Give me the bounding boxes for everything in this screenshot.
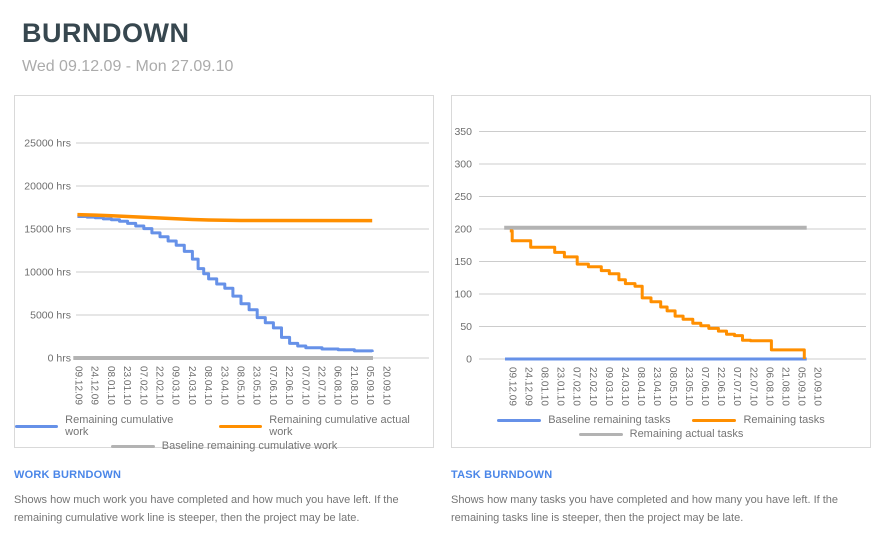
page-title: BURNDOWN (22, 18, 190, 48)
x-axis-label: 23.05.10 (683, 367, 694, 406)
task-burndown-chart: 0 50 100 150 200 250 300 350 09.12.09 24.12.09 08.… (454, 126, 866, 406)
legend-label: Baseline remaining cumulative work (161, 440, 338, 452)
legend-label: Remaining actual tasks (629, 428, 744, 440)
x-axis-label: 09.03.10 (603, 367, 614, 406)
x-axis-label: 20.09.10 (811, 367, 822, 406)
y-axis-label: 200 (454, 224, 472, 236)
y-axis-label: 250 (454, 191, 472, 203)
legend-row: Baseline remaining tasks Remaining tasks (497, 414, 825, 426)
x-axis-label: 22.02.10 (587, 367, 598, 406)
legend-swatch (578, 432, 623, 436)
x-axis-label: 23.01.10 (121, 366, 132, 405)
legend-swatch (219, 424, 263, 428)
y-axis-label: 0 hrs (48, 353, 71, 365)
x-axis-label: 08.04.10 (202, 366, 213, 405)
x-axis-label: 23.05.10 (251, 366, 262, 405)
report-date-range: Wed 09.12.09 - Mon 27.09.10 (22, 58, 234, 75)
legend-swatch (692, 418, 737, 422)
x-axis-label: 07.07.10 (731, 367, 742, 406)
work-burndown-caption-heading: WORK BURNDOWN (14, 469, 122, 481)
y-axis-label: 300 (454, 159, 472, 171)
x-axis-label: 24.03.10 (186, 366, 197, 405)
x-axis-label: 08.01.10 (539, 367, 550, 406)
x-axis-label: 23.04.10 (218, 366, 229, 405)
x-axis-label: 09.03.10 (170, 366, 181, 405)
x-axis-label: 22.06.10 (715, 367, 726, 406)
x-axis-label: 22.07.10 (747, 367, 758, 406)
x-axis-label: 08.01.10 (105, 366, 116, 405)
x-axis-label: 24.03.10 (619, 367, 630, 406)
series-remaining-cumulative-actual-work (77, 212, 373, 223)
legend-row: Remaining actual tasks (578, 428, 744, 440)
legend-swatch (15, 424, 59, 428)
legend-item-baseline-remaining-cumulative-work: Baseline remaining cumulative work (110, 440, 338, 452)
y-axis-label: 10000 hrs (24, 267, 71, 279)
work-burndown-panel: 0 hrs 5000 hrs 10000 hrs 15000 hrs 20000 hrs… (14, 95, 434, 452)
legend-label: Remaining cumulative work (65, 414, 174, 438)
x-axis-label: 22.06.10 (283, 366, 294, 405)
x-axis-label: 22.02.10 (154, 366, 165, 405)
task-burndown-caption: TASK BURNDOWN Shows how many tasks you h… (451, 469, 871, 527)
y-axis-label: 100 (454, 289, 472, 301)
x-axis-label: 21.08.10 (779, 367, 790, 406)
legend-row: Remaining cumulative work Remaining cumul… (15, 414, 433, 438)
x-axis-label: 22.07.10 (316, 366, 327, 405)
legend-label: Remaining cumulative actual work (269, 414, 410, 438)
x-axis-label: 09.12.09 (507, 367, 518, 406)
y-axis-label: 25000 hrs (24, 138, 71, 150)
work-burndown-caption-text: Shows how much work you have completed a… (14, 494, 399, 524)
task-burndown-caption-text: Shows how many tasks you have completed … (451, 494, 839, 524)
legend-item-remaining-cumulative-actual-work: Remaining cumulative actual work (219, 414, 433, 438)
work-burndown-legend: Remaining cumulative work Remaining cumul… (15, 414, 433, 452)
task-burndown-caption-heading: TASK BURNDOWN (451, 469, 553, 481)
legend-item-remaining-tasks: Remaining tasks (692, 414, 825, 426)
x-axis-label: 07.02.10 (571, 367, 582, 406)
y-axis-label: 5000 hrs (30, 310, 71, 322)
report-header: BURNDOWN Wed 09.12.09 - Mon 27.09.10 (22, 18, 871, 76)
legend-item-baseline-remaining-tasks: Baseline remaining tasks (497, 414, 670, 426)
charts-row: 0 hrs 5000 hrs 10000 hrs 15000 hrs 20000 hrs… (14, 95, 871, 452)
x-axis-label: 23.04.10 (651, 367, 662, 406)
work-burndown-chart: 0 hrs 5000 hrs 10000 hrs 15000 hrs 20000 hrs… (24, 138, 429, 405)
x-axis-label: 24.12.09 (89, 366, 100, 405)
task-burndown-panel: 0 50 100 150 200 250 300 350 09.12.09 24.12.09 08.… (451, 95, 871, 448)
x-axis-label: 07.06.10 (267, 366, 278, 405)
x-axis-label: 08.04.10 (635, 367, 646, 406)
y-axis-label: 20000 hrs (24, 181, 71, 193)
series-remaining-cumulative-work (77, 215, 374, 353)
work-burndown-caption: WORK BURNDOWN Shows how much work you ha… (14, 469, 434, 527)
legend-item-remaining-actual-tasks: Remaining actual tasks (578, 428, 744, 440)
x-axis-label: 24.12.09 (523, 367, 534, 406)
x-axis-label: 07.06.10 (699, 367, 710, 406)
captions-row: WORK BURNDOWN Shows how much work you ha… (14, 469, 871, 527)
y-axis-label: 15000 hrs (24, 224, 71, 236)
x-axis-label: 06.08.10 (763, 367, 774, 406)
y-axis-label: 50 (460, 321, 472, 333)
y-axis-label: 0 (466, 354, 472, 366)
x-axis-label: 08.05.10 (667, 367, 678, 406)
x-axis-label: 05.09.10 (364, 366, 375, 405)
x-axis-label: 07.07.10 (299, 366, 310, 405)
legend-row: Baseline remaining cumulative work (110, 440, 338, 452)
x-axis-label: 05.09.10 (795, 367, 806, 406)
x-axis-label: 21.08.10 (348, 366, 359, 405)
x-axis-label: 09.12.09 (73, 366, 84, 405)
x-axis-label: 08.05.10 (235, 366, 246, 405)
y-axis-label: 350 (454, 126, 472, 138)
legend-swatch (110, 444, 155, 448)
y-axis-label: 150 (454, 256, 472, 268)
legend-item-remaining-cumulative-work: Remaining cumulative work (15, 414, 197, 438)
legend-swatch (497, 418, 542, 422)
x-axis-label: 20.09.10 (380, 366, 391, 405)
legend-label: Baseline remaining tasks (548, 414, 671, 426)
legend-label: Remaining tasks (743, 414, 825, 426)
x-axis-label: 23.01.10 (555, 367, 566, 406)
x-axis-label: 06.08.10 (332, 366, 343, 405)
task-burndown-legend: Baseline remaining tasks Remaining tasks R… (452, 414, 870, 440)
x-axis-label: 07.02.10 (137, 366, 148, 405)
series-remaining-tasks (509, 229, 806, 359)
